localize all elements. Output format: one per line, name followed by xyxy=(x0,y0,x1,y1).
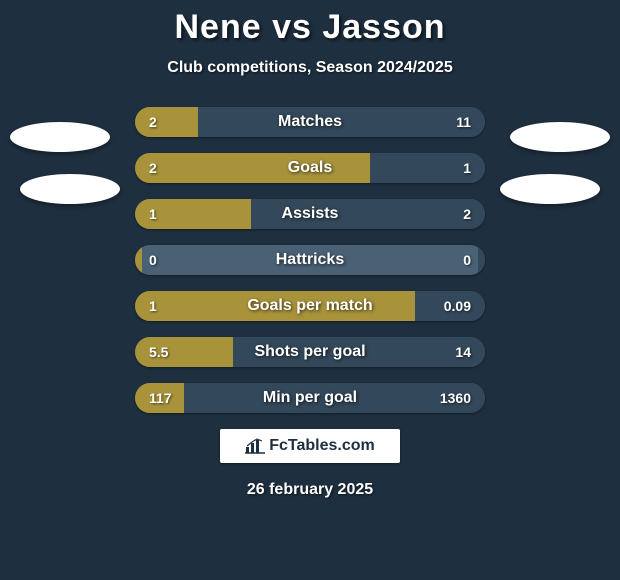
stat-bar-right xyxy=(233,337,485,367)
stat-row: 1Assists2 xyxy=(135,199,485,229)
stat-bar-left xyxy=(135,107,198,137)
brand-badge: FcTables.com xyxy=(220,429,400,463)
stat-row: 5.5Shots per goal14 xyxy=(135,337,485,367)
brand-text: FcTables.com xyxy=(269,437,375,455)
stat-bar-left xyxy=(135,337,233,367)
stat-bar-left xyxy=(135,383,184,413)
stat-row: 2Matches11 xyxy=(135,107,485,137)
stat-bar-left xyxy=(135,291,415,321)
player-left-avatar-1 xyxy=(10,122,110,152)
stats-container: 2Matches11 2Goals1 1Assists2 0Hattricks0 1Go… xyxy=(135,107,485,413)
stat-bar-left xyxy=(135,245,142,275)
stat-bar-left xyxy=(135,199,251,229)
stat-bar-right xyxy=(415,291,485,321)
stat-row: 2Goals1 xyxy=(135,153,485,183)
stat-bar-right xyxy=(478,245,485,275)
date-label: 26 february 2025 xyxy=(0,481,620,499)
stat-row: 0Hattricks0 xyxy=(135,245,485,275)
comparison-infographic: Nene vs Jasson Club competitions, Season… xyxy=(0,0,620,580)
bar-chart-icon xyxy=(245,438,265,454)
stat-bar-right xyxy=(184,383,485,413)
player-left-avatar-2 xyxy=(20,174,120,204)
stat-bar-left xyxy=(135,153,370,183)
page-title: Nene vs Jasson xyxy=(0,8,620,47)
stat-row: 1Goals per match0.09 xyxy=(135,291,485,321)
player-right-avatar-1 xyxy=(510,122,610,152)
player-right-avatar-2 xyxy=(500,174,600,204)
stat-bar-right xyxy=(251,199,486,229)
stat-bar-right xyxy=(198,107,485,137)
stat-bar-right xyxy=(370,153,486,183)
stat-row: 117Min per goal1360 xyxy=(135,383,485,413)
page-subtitle: Club competitions, Season 2024/2025 xyxy=(0,59,620,77)
